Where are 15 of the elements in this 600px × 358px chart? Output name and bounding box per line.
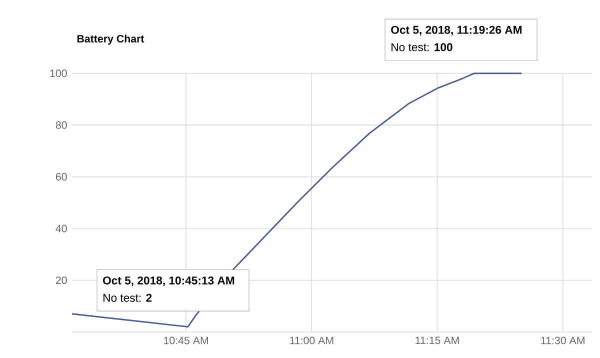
x-tick-label: 10:45 AM (164, 336, 208, 344)
text: No test: 100 (392, 43, 452, 52)
x-tick-label: 11:15 AM (416, 336, 459, 344)
y-tick-label: 40 (56, 224, 67, 232)
text: Oct 5, 2018, 11:19:26 AM (391, 26, 522, 36)
y-tick-label: 80 (56, 121, 67, 129)
x-tick-label: 11:00 AM (290, 336, 334, 344)
y-tick-label: 100 (50, 70, 67, 78)
annotation: No test: 2 (103, 294, 152, 302)
y-tick-label: 60 (56, 173, 67, 181)
x-tick-label: 11:30 AM (541, 336, 584, 344)
annotation: Oct 5, 2018, 10:45:13 AM (103, 276, 234, 286)
chart-title: Battery Chart (77, 34, 144, 45)
line-series (71, 72, 522, 328)
y-tick-label: 20 (56, 276, 67, 284)
